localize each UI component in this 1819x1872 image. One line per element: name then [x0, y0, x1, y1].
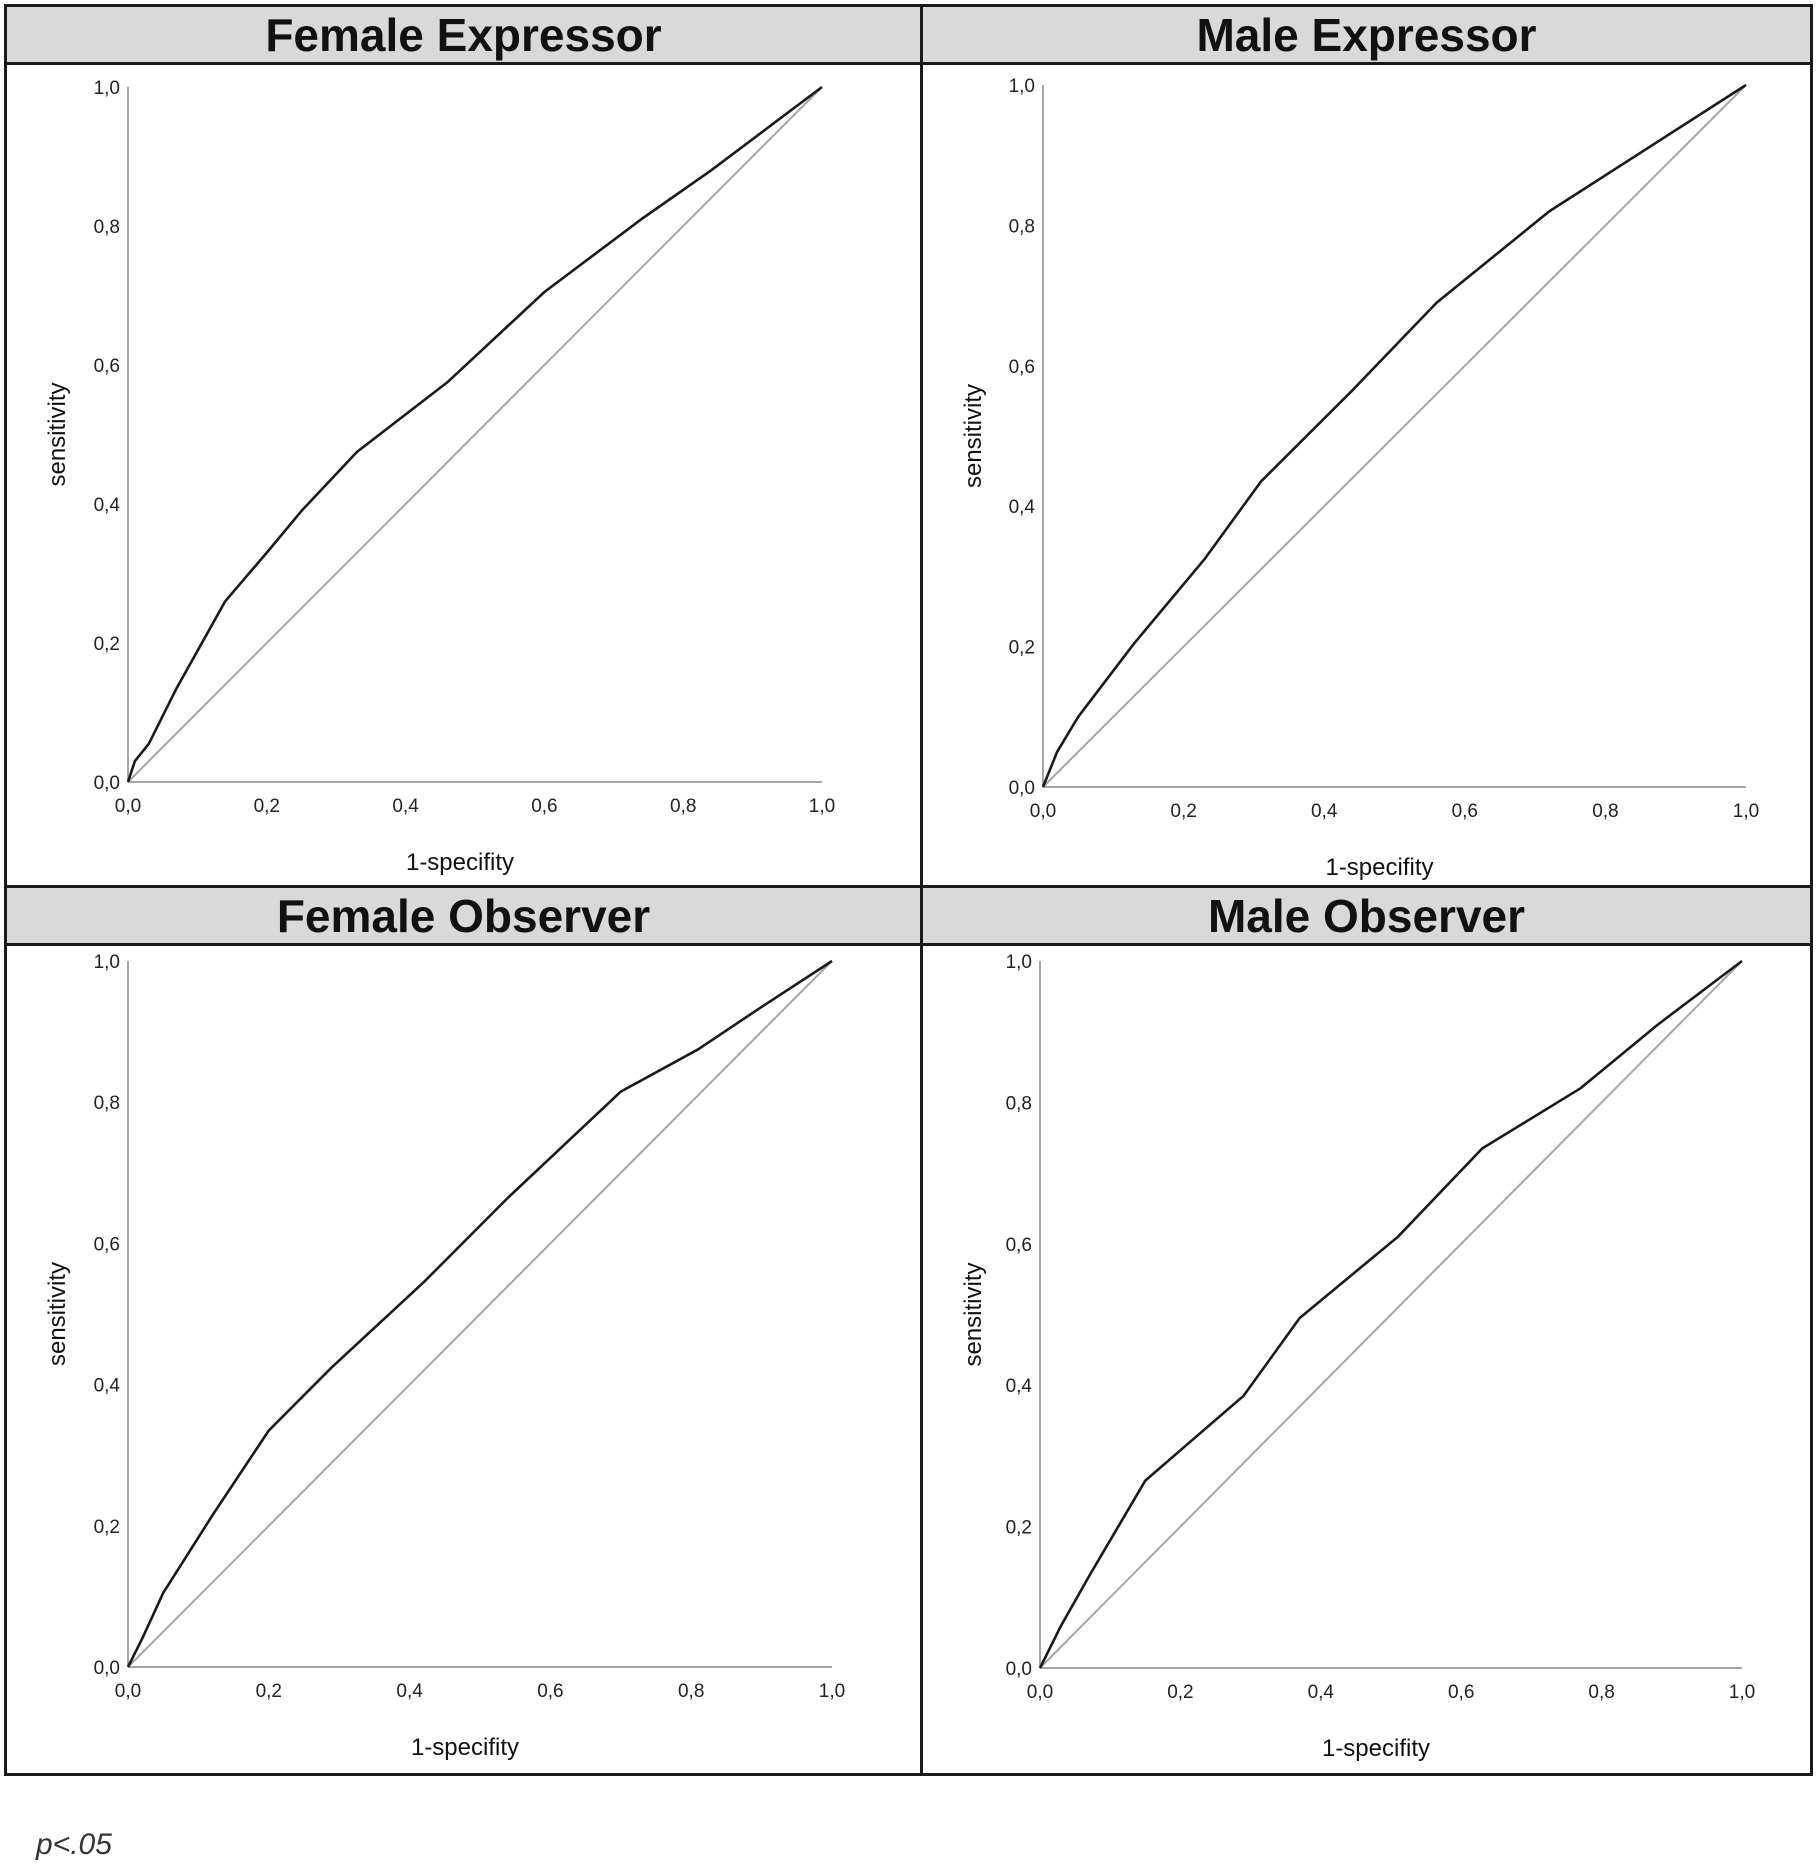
- y-tick-label: 0,6: [94, 356, 120, 377]
- x-tick-label: 0,0: [1027, 1682, 1053, 1703]
- y-tick-label: 1,0: [94, 78, 120, 99]
- y-axis-title: sensitivity: [44, 382, 71, 486]
- x-tick-label: 0,6: [1452, 801, 1478, 822]
- y-tick-label: 0,0: [94, 773, 120, 794]
- x-tick-label: 0,4: [1311, 801, 1338, 822]
- x-tick-label: 0,6: [537, 1681, 563, 1702]
- roc-plot: 0,00,0 0,2 0,2 0,4 0,4 0,6 0,6 0,8 0,8 1,0 1,0 1-sp…: [44, 952, 845, 1761]
- x-tick-label: 0,2: [1167, 1682, 1193, 1703]
- reference-line: [127, 86, 823, 783]
- y-tick-label: 0,0: [1006, 1659, 1032, 1680]
- y-tick-label: 0,2: [1006, 1518, 1032, 1539]
- panel-header: Female Expressor: [7, 7, 920, 65]
- x-tick-label: 0,4: [1308, 1682, 1335, 1703]
- y-tick-label: 0,6: [94, 1234, 120, 1255]
- panel-female-observer: Female Observer 0,0 0,0 0,2 0,2 0,4 0,4 0,6 0,6…: [7, 888, 920, 1773]
- x-tick-label: 1,0: [819, 1681, 845, 1702]
- x-tick-label: 0,6: [1448, 1682, 1474, 1703]
- x-tick-label: 0,8: [670, 796, 696, 817]
- roc-curve: [1038, 959, 1743, 1669]
- y-tick-label: 0,4: [94, 1376, 121, 1397]
- panel-header: Male Observer: [923, 888, 1810, 946]
- panel-female-expressor: Female Expressor 0,0 0,0 0,2 0,2 0,4 0,4 0,6 0,…: [7, 7, 920, 885]
- x-axis-title: 1-specifity: [406, 849, 514, 876]
- y-tick-label: 0,2: [94, 1517, 120, 1538]
- roc-plot: 0,00,0 0,2 0,2 0,4 0,4 0,6 0,6 0,8 0,8 1,0 1,0 1-sp…: [960, 952, 1755, 1762]
- y-tick-label: 1,0: [1006, 952, 1032, 973]
- x-tick-label: 0,0: [115, 1681, 141, 1702]
- y-tick-label: 0,4: [1006, 1376, 1033, 1397]
- y-tick-label: 0,6: [1006, 1235, 1032, 1256]
- y-tick-label: 0,8: [94, 1093, 120, 1114]
- reference-line: [1039, 960, 1743, 1669]
- vertical-divider: [920, 4, 923, 1776]
- y-axis-title: sensitivity: [44, 1262, 71, 1366]
- roc-curve: [1041, 83, 1747, 788]
- x-tick-label: 0,0: [1030, 801, 1056, 822]
- y-tick-label: 0,4: [1009, 497, 1036, 518]
- y-tick-label: 0,4: [94, 495, 121, 516]
- y-tick-label: 1,0: [94, 952, 120, 973]
- panel-male-observer: Male Observer 0,0 0,0 0,2 0,2 0,4 0,4 0,6 0,6 0,…: [923, 888, 1810, 1773]
- y-axis-title: sensitivity: [960, 1262, 987, 1366]
- panel-title: Female Observer: [276, 889, 651, 942]
- y-tick-label: 0,2: [1009, 638, 1035, 659]
- panel-title: Male Observer: [1207, 889, 1526, 942]
- y-tick-label: 0,8: [1009, 216, 1035, 237]
- y-tick-label: 0,0: [94, 1658, 120, 1679]
- x-tick-label: 0,2: [1170, 801, 1196, 822]
- panel-title: Female Expressor: [265, 8, 662, 61]
- roc-curve: [126, 85, 823, 783]
- roc-plot: 0,00,0 0,2 0,2 0,4 0,4 0,6 0,6 0,8 0,8 1,0 1,0 1-sp…: [44, 78, 835, 876]
- panel-header: Male Expressor: [923, 7, 1810, 65]
- x-tick-label: 1,0: [1729, 1682, 1755, 1703]
- x-axis-title: 1-specifity: [411, 1734, 519, 1761]
- figure-frame: [4, 4, 1813, 1776]
- x-axis-title: 1-specifity: [1325, 854, 1433, 881]
- horizontal-divider: [4, 885, 1813, 888]
- reference-line: [1042, 84, 1747, 788]
- x-tick-label: 0,8: [1592, 801, 1618, 822]
- x-tick-label: 0,4: [392, 796, 419, 817]
- x-tick-label: 0,2: [256, 1681, 282, 1702]
- y-tick-label: 0,6: [1009, 357, 1035, 378]
- x-tick-label: 1,0: [1733, 801, 1759, 822]
- x-tick-label: 0,0: [115, 796, 141, 817]
- x-tick-label: 0,8: [1588, 1682, 1614, 1703]
- x-tick-label: 0,8: [678, 1681, 704, 1702]
- x-tick-label: 0,4: [396, 1681, 423, 1702]
- x-tick-label: 0,6: [531, 796, 557, 817]
- x-axis-title: 1-specifity: [1322, 1735, 1430, 1762]
- y-tick-label: 0,0: [1009, 778, 1035, 799]
- roc-curve: [126, 959, 833, 1668]
- y-axis-title: sensitivity: [960, 384, 987, 488]
- y-tick-label: 0,2: [94, 634, 120, 655]
- reference-line: [127, 960, 833, 1668]
- panel-male-expressor: Male Expressor 0,0 0,0 0,2 0,2 0,4 0,4 0,6 0,6 0…: [923, 7, 1810, 885]
- panel-header: Female Observer: [7, 888, 920, 946]
- x-tick-label: 0,2: [254, 796, 280, 817]
- x-tick-label: 1,0: [809, 796, 835, 817]
- roc-plot: 0,00,0 0,2 0,2 0,4 0,4 0,6 0,6 0,8 0,8 1,0 1,0 1-sp…: [960, 76, 1759, 881]
- y-tick-label: 0,8: [1006, 1093, 1032, 1114]
- y-tick-label: 0,8: [94, 217, 120, 238]
- y-tick-label: 1,0: [1009, 76, 1035, 97]
- footnote: p<.05: [36, 1828, 112, 1861]
- panel-title: Male Expressor: [1196, 8, 1537, 61]
